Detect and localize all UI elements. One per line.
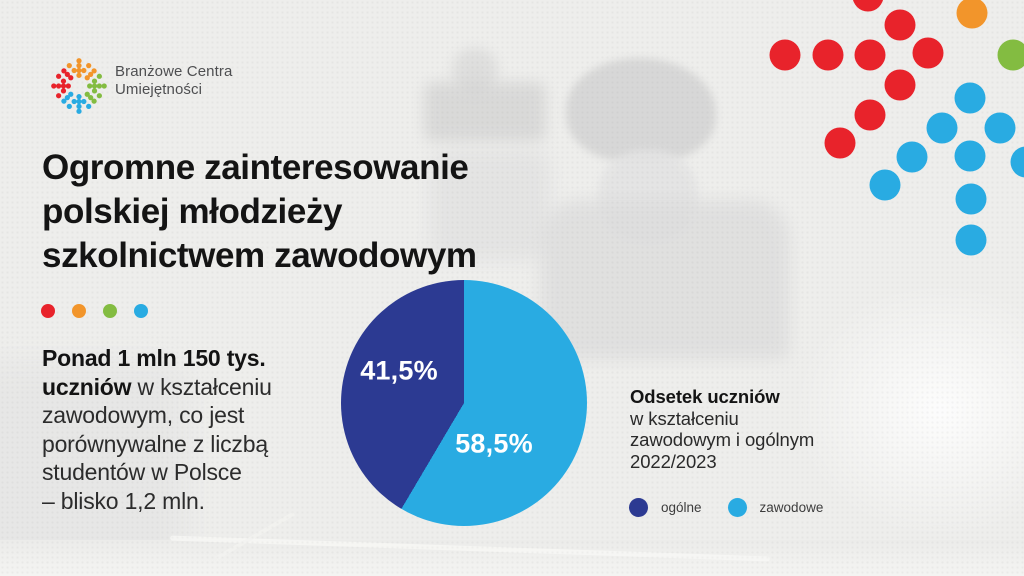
legend-item-zawodowe: zawodowe	[727, 498, 824, 517]
accent-dot-icon	[41, 304, 55, 318]
bcu-starburst-logo-icon	[51, 58, 107, 114]
legend-swatch-icon	[727, 498, 747, 517]
page-title-line2: polskiej młodzieży	[42, 192, 343, 231]
photo-desk-edge-2	[215, 511, 295, 561]
statistic-text-line: studentów w Polsce	[42, 459, 242, 485]
statistic-text-line: porównywalne z liczbą	[42, 430, 268, 457]
photo-light-wash	[790, 280, 1024, 540]
chart-legend: ogólne zawodowe	[629, 498, 823, 517]
statistic-text: Ponad 1 mln 150 tys. uczniów w kształceni…	[42, 344, 272, 515]
pie-label-zawodowe: 58,5%	[455, 428, 533, 459]
photo-background-shape	[424, 82, 546, 142]
photo-student-hair	[566, 58, 716, 163]
legend-swatch-icon	[629, 498, 648, 517]
pie-label-ogolne: 41,5%	[360, 355, 438, 386]
accent-dots-row	[41, 304, 148, 318]
statistic-text-line: – blisko 1,2 mln.	[42, 487, 205, 514]
statistic-text-line: uczniów w kształceniu	[42, 373, 272, 400]
statistic-text-line: Ponad 1 mln 150 tys.	[42, 345, 266, 371]
legend-item-ogólne: ogólne	[629, 498, 702, 517]
page-title-line3: szkolnictwem zawodowym	[42, 236, 477, 275]
chart-caption-line3: zawodowym i ogólnym	[630, 429, 815, 450]
photo-student-face	[598, 150, 698, 242]
photo-background-person	[452, 48, 498, 92]
accent-dot-icon	[134, 304, 148, 318]
chart-caption-line1: Odsetek uczniów	[630, 386, 780, 407]
page-title: Ogromne zainteresowanie polskiej młodzie…	[42, 146, 477, 278]
pie-chart-circle	[341, 280, 587, 526]
page-title-line1: Ogromne zainteresowanie	[42, 148, 469, 187]
brand-logo: Branżowe Centra Umiejętności	[47, 52, 232, 120]
chart-caption: Odsetek uczniów w kształceniu zawodowym …	[630, 386, 814, 472]
photo-desk-band	[0, 540, 1024, 576]
brand-name-line1: Branżowe Centra	[115, 63, 233, 80]
statistic-text-line: zawodowym, co jest	[42, 402, 245, 428]
brand-logo-text: Branżowe Centra Umiejętności	[115, 63, 232, 99]
accent-dot-icon	[103, 304, 117, 318]
legend-label: ogólne	[661, 500, 702, 515]
chart-caption-line2: w kształceniu	[630, 407, 739, 429]
legend-label: zawodowe	[759, 500, 824, 515]
photo-desk-edge	[170, 535, 770, 562]
pie-chart: 41,5% 58,5%	[341, 280, 587, 526]
brand-name-line2: Umiejętności	[115, 81, 203, 98]
accent-dot-icon	[72, 304, 86, 318]
chart-caption-line4: 2022/2023	[630, 450, 717, 472]
